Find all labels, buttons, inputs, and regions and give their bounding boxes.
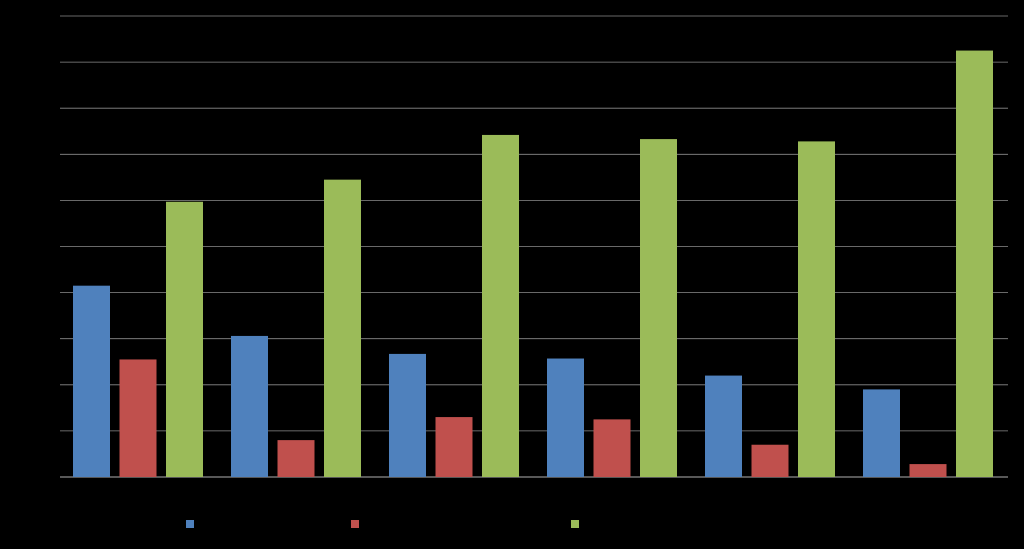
bar-series-1-category-5 xyxy=(705,375,742,477)
bar-series-1-category-3 xyxy=(389,353,426,477)
bar-series-2-category-6 xyxy=(909,464,947,477)
bar-series-3-category-2 xyxy=(324,179,361,477)
bar-series-1-category-4 xyxy=(547,358,584,477)
bar-series-1-category-1 xyxy=(73,285,110,477)
bar-series-1-category-2 xyxy=(231,335,268,477)
bar-series-3-category-3 xyxy=(482,134,519,478)
bar-series-3-category-4 xyxy=(640,139,677,477)
legend-item-series-2 xyxy=(351,520,365,528)
legend-item-series-1 xyxy=(186,520,200,528)
legend-swatch-series-3 xyxy=(571,520,579,528)
bar-series-2-category-2 xyxy=(277,440,315,477)
bar-series-2-category-4 xyxy=(593,419,631,477)
bar-series-3-category-1 xyxy=(166,201,203,477)
bar-series-3-category-5 xyxy=(798,141,835,477)
bar-series-1-category-6 xyxy=(863,389,900,477)
legend-item-series-3 xyxy=(571,520,585,528)
legend-swatch-series-1 xyxy=(186,520,194,528)
gridlines xyxy=(60,15,1008,478)
legend xyxy=(0,520,1024,536)
bar-series-2-category-3 xyxy=(435,417,473,477)
bar-series-2-category-1 xyxy=(119,359,157,477)
bar-series-2-category-5 xyxy=(751,444,789,477)
legend-swatch-series-2 xyxy=(351,520,359,528)
bar-series-3-category-6 xyxy=(956,50,993,477)
bars xyxy=(73,50,993,478)
